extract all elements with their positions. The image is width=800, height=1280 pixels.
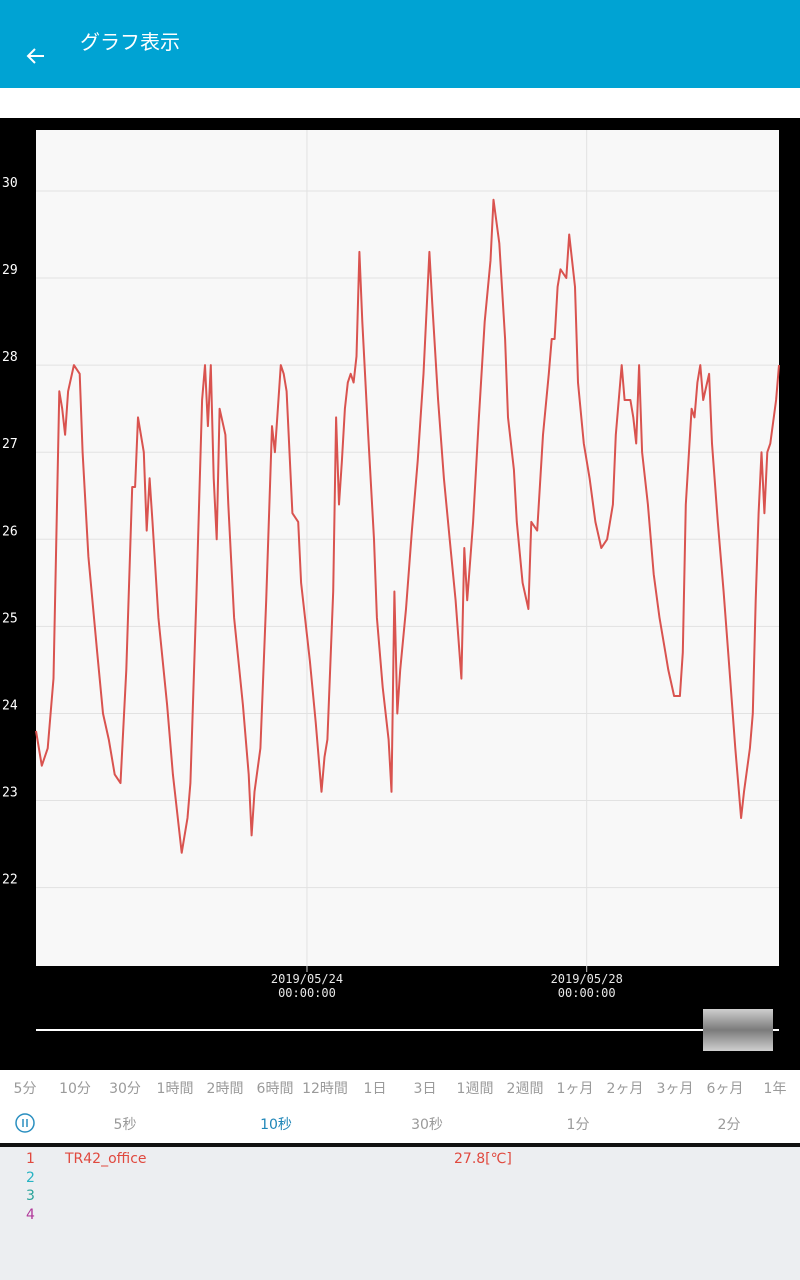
- period-button[interactable]: 10分: [59, 1081, 91, 1097]
- y-tick-label: 26: [2, 524, 18, 539]
- y-tick-label: 23: [2, 786, 18, 801]
- channel-number: 4: [26, 1206, 35, 1223]
- screen-title: グラフ表示: [80, 30, 180, 54]
- period-button[interactable]: 2ヶ月: [606, 1081, 644, 1097]
- pause-button[interactable]: [14, 1112, 36, 1134]
- period-button[interactable]: 6ヶ月: [706, 1081, 744, 1097]
- interval-button[interactable]: 30秒: [411, 1117, 443, 1133]
- period-button[interactable]: 6時間: [256, 1081, 294, 1097]
- line-series: [35, 198, 780, 854]
- app-bar: [0, 0, 800, 88]
- spacer: [0, 88, 800, 118]
- channel-number: 3: [26, 1188, 35, 1204]
- chart: 22 23 24 25 26 27 28 29 30: [0, 118, 800, 1070]
- y-tick-label: 27: [2, 437, 18, 452]
- channel-number: 1: [26, 1151, 35, 1167]
- x-tick-label: 2019/05/28 00:00:00: [550, 972, 623, 1000]
- x-tick-label: 2019/05/24 00:00:00: [270, 972, 344, 1000]
- y-tick-label: 24: [2, 698, 18, 713]
- y-tick-label: 22: [2, 873, 18, 888]
- y-tick-label: 28: [2, 350, 18, 365]
- period-button[interactable]: 2週間: [506, 1081, 544, 1097]
- period-button[interactable]: 5分: [13, 1081, 37, 1097]
- period-button[interactable]: 3日: [413, 1081, 437, 1097]
- channel-name: TR42_office: [65, 1151, 147, 1167]
- period-button[interactable]: 12時間: [302, 1081, 348, 1097]
- y-tick-label: 30: [2, 176, 18, 191]
- period-button[interactable]: 3ヶ月: [656, 1081, 694, 1097]
- y-tick-label: 29: [2, 263, 18, 278]
- period-button[interactable]: 1ヶ月: [556, 1081, 594, 1097]
- period-button[interactable]: 1週間: [456, 1081, 494, 1097]
- period-button[interactable]: 30分: [109, 1081, 141, 1097]
- period-button[interactable]: 1時間: [156, 1081, 194, 1097]
- channel-number: 2: [26, 1169, 35, 1186]
- interval-button[interactable]: 2分: [717, 1117, 741, 1133]
- interval-button[interactable]: 10秒: [260, 1117, 292, 1133]
- separator: [0, 1143, 800, 1147]
- back-button[interactable]: [22, 44, 52, 70]
- period-button[interactable]: 1日: [363, 1081, 387, 1097]
- period-button[interactable]: 1年: [763, 1081, 787, 1097]
- interval-button[interactable]: 1分: [566, 1117, 590, 1133]
- plot-area: [36, 130, 779, 966]
- period-button[interactable]: 2時間: [206, 1081, 244, 1097]
- slider-thumb[interactable]: [703, 1009, 773, 1051]
- control-panel: [0, 1070, 800, 1143]
- y-tick-label: 25: [2, 611, 18, 626]
- channel-reading: 27.8[℃]: [454, 1151, 512, 1167]
- interval-button[interactable]: 5秒: [113, 1117, 137, 1133]
